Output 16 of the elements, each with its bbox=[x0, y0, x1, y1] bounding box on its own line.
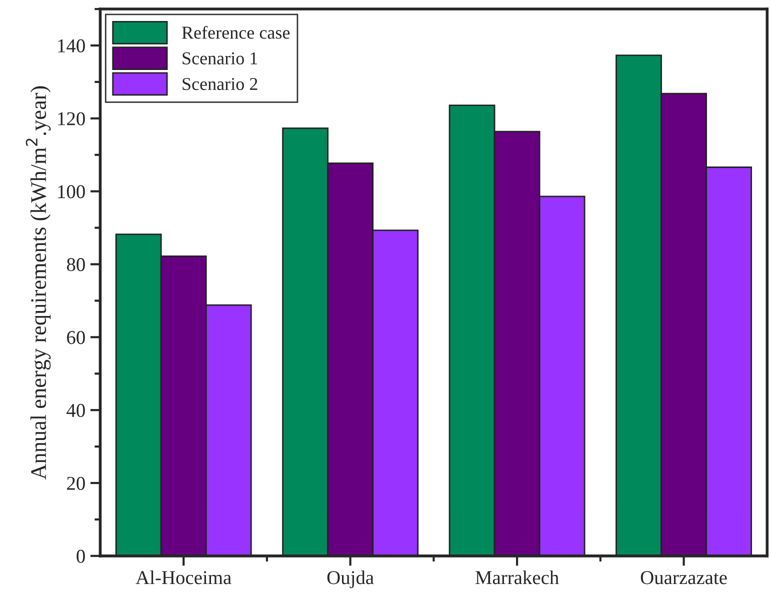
x-tick-label: Ouarzazate bbox=[640, 571, 727, 584]
legend-label: Reference case bbox=[182, 26, 290, 39]
y-tick-label: 0 bbox=[76, 550, 85, 563]
y-axis-title: Annual energy requirements (kWh/m$^{2}$.year) bbox=[26, 86, 51, 480]
y-tick-label: 120 bbox=[58, 112, 85, 126]
x-tick-label: Al-Hoceima bbox=[136, 570, 232, 584]
y-tick-label: 40 bbox=[66, 404, 85, 418]
x-tick-label: Oujda bbox=[327, 570, 374, 588]
x-tick-label: Marrakech bbox=[476, 570, 559, 584]
legend-label: Scenario 2 bbox=[182, 78, 258, 90]
y-tick-label: 60 bbox=[67, 330, 85, 344]
y-tick-label: 100 bbox=[58, 185, 85, 198]
legend-label: Scenario 1 bbox=[182, 52, 258, 64]
y-tick-label: 140 bbox=[58, 39, 85, 52]
y-tick-label: 20 bbox=[67, 476, 85, 490]
y-tick-label: 80 bbox=[66, 258, 85, 272]
